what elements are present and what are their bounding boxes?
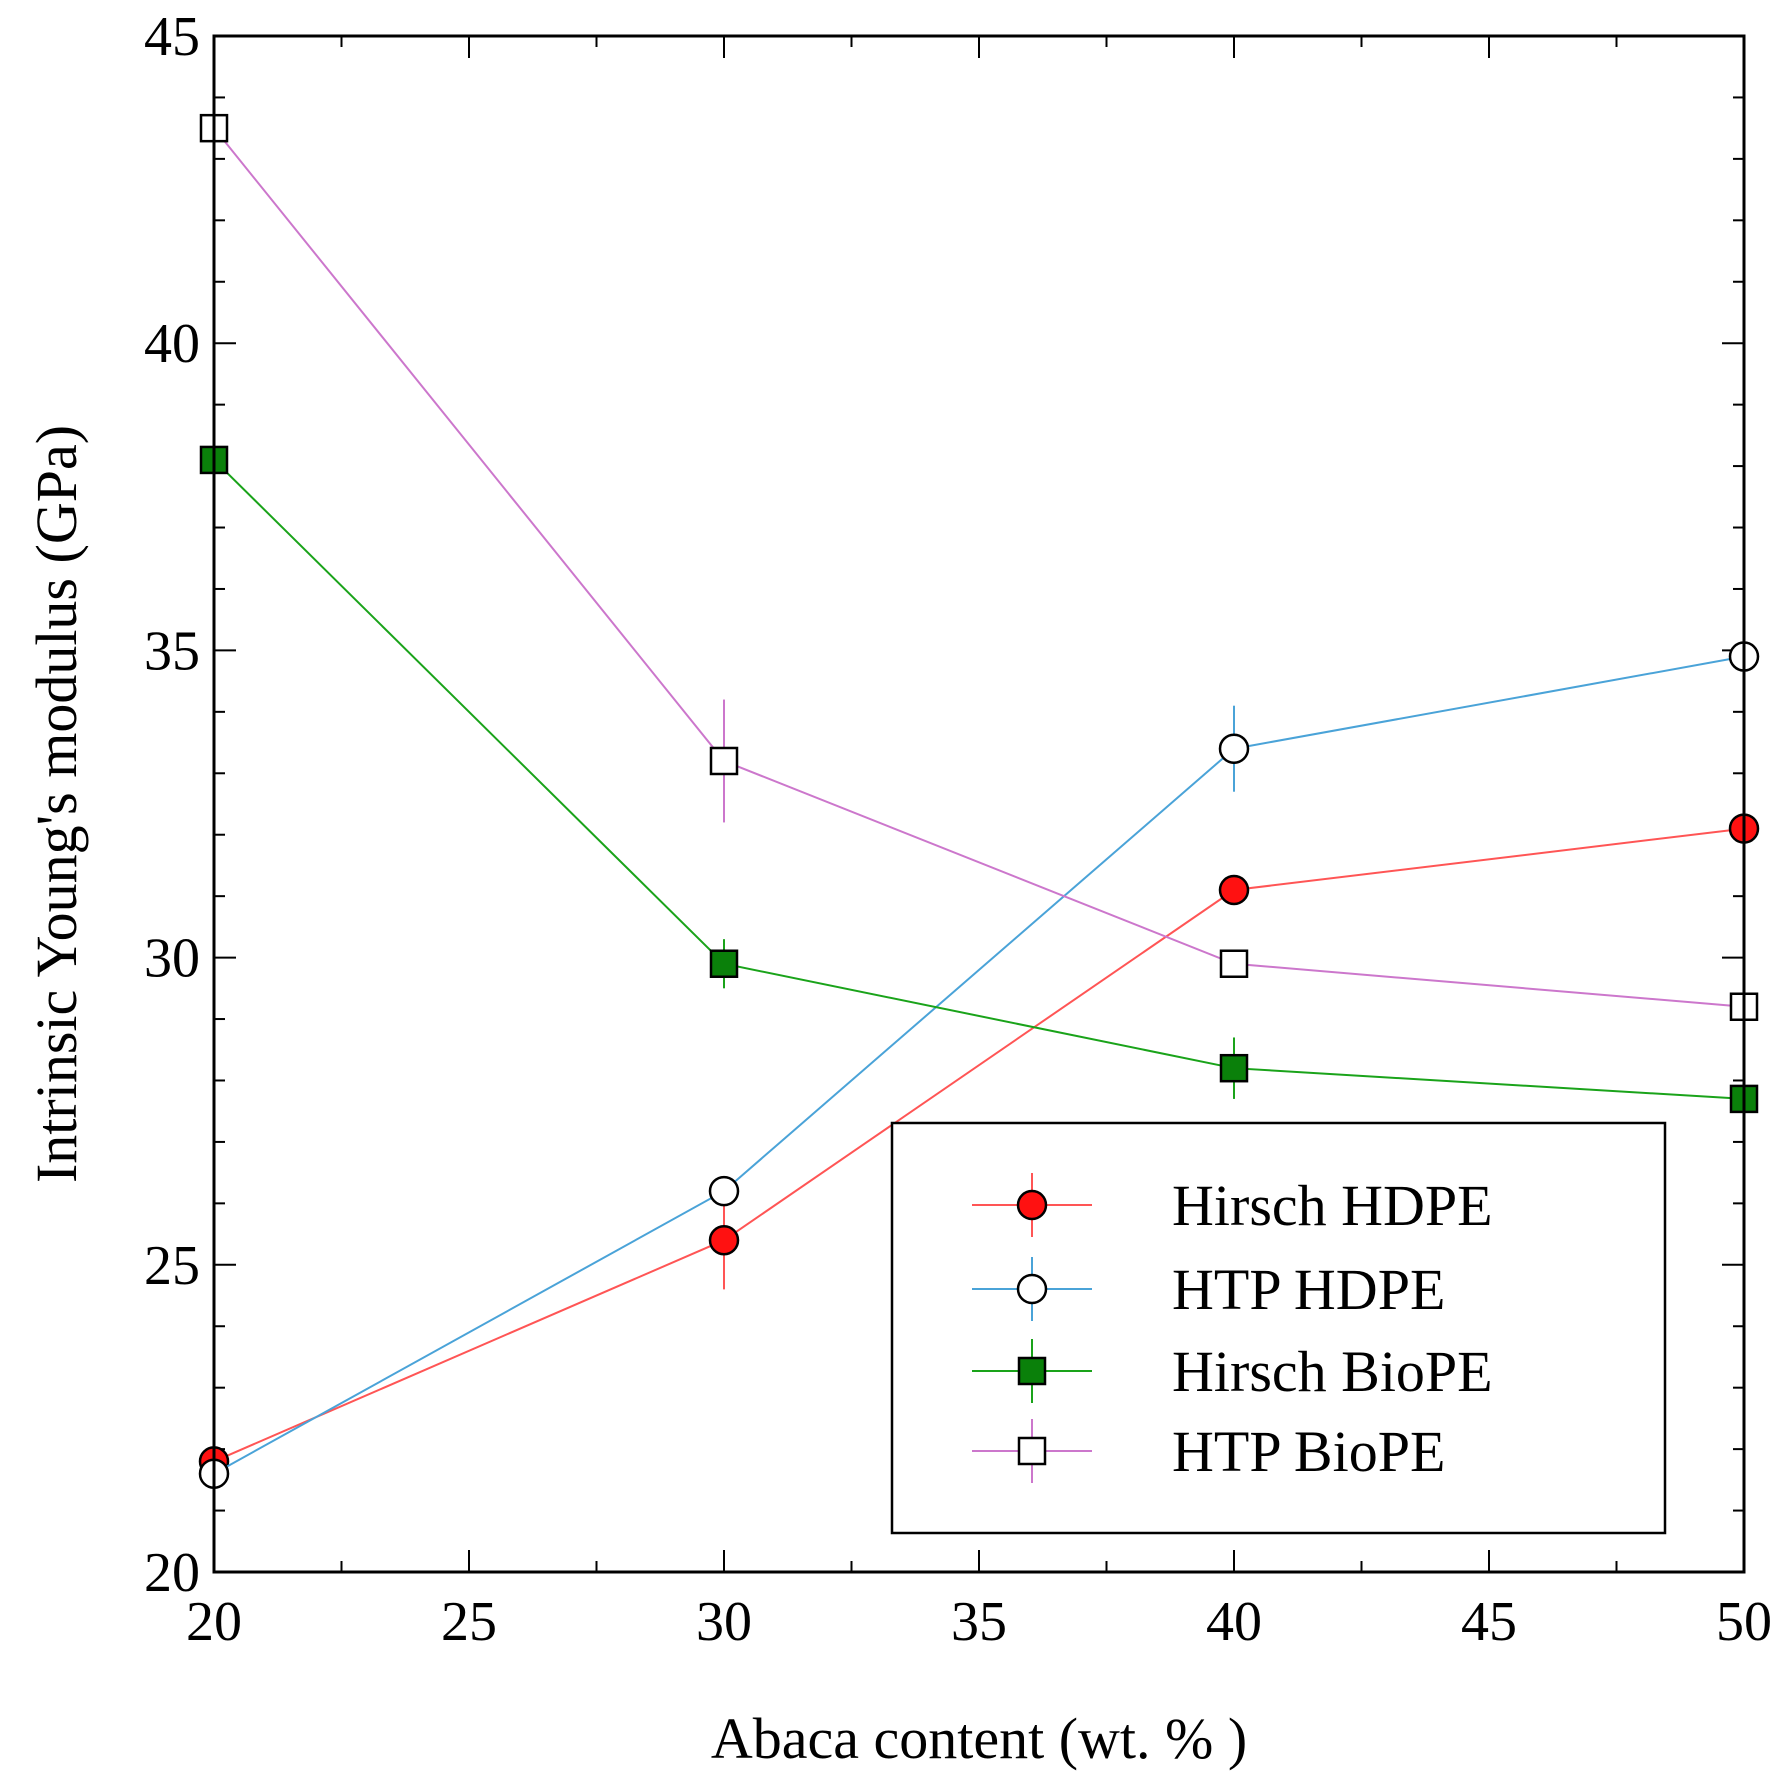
y-tick-label: 20 — [144, 1542, 200, 1604]
legend-item: HTP HDPE — [972, 1257, 1445, 1322]
legend-item: HTP BioPE — [972, 1419, 1445, 1484]
x-tick-label: 35 — [951, 1591, 1007, 1653]
series-line — [213, 459, 1745, 1100]
x-tick-label: 50 — [1716, 1591, 1772, 1653]
y-tick-label: 35 — [144, 620, 200, 682]
series-line — [213, 655, 1745, 1475]
legend-item: Hirsch HDPE — [972, 1173, 1493, 1238]
legend: Hirsch HDPE HTP HDPE Hirsch BioPE HTP BioPE — [890, 1121, 1667, 1535]
legend-item: Hirsch BioPE — [972, 1339, 1493, 1404]
x-tick-label: 20 — [186, 1591, 242, 1653]
y-tick-label: 40 — [144, 313, 200, 375]
series-line — [213, 827, 1745, 1463]
legend-label: Hirsch BioPE — [1172, 1339, 1493, 1404]
legend-marker — [1016, 1273, 1048, 1305]
data-point — [1219, 949, 1249, 978]
data-point — [708, 1224, 740, 1256]
x-tick-label: 45 — [1461, 1591, 1517, 1653]
x-tick-label: 30 — [696, 1591, 752, 1653]
data-point — [1218, 874, 1250, 906]
legend-label: HTP BioPE — [1172, 1419, 1445, 1484]
tick-labels: 20 25 30 35 40 45 50 20 25 30 35 40 45 — [144, 6, 1772, 1653]
data-point — [1218, 733, 1250, 764]
x-tick-label: 25 — [441, 1591, 497, 1653]
series-line — [213, 127, 1745, 1008]
series-hirsch-biope — [199, 445, 1759, 1114]
legend-label: Hirsch HDPE — [1172, 1173, 1493, 1238]
plot-frame — [212, 34, 1746, 1574]
legend-marker — [1016, 1189, 1048, 1221]
x-axis-title: Abaca content (wt. % ) — [711, 1706, 1247, 1771]
data-point — [708, 1175, 740, 1207]
data-point — [1219, 1053, 1249, 1083]
legend-marker — [1017, 1356, 1047, 1386]
legend-marker — [1017, 1436, 1047, 1466]
y-tick-label: 45 — [144, 6, 200, 68]
series-htp-biope — [199, 113, 1759, 1022]
y-tick-label: 30 — [144, 928, 200, 990]
legend-label: HTP HDPE — [1172, 1257, 1445, 1322]
y-tick-label: 25 — [144, 1235, 200, 1297]
y-axis-title: Intrinsic Young's modulus (GPa) — [24, 425, 89, 1183]
x-tick-label: 40 — [1206, 1591, 1262, 1653]
data-point — [709, 949, 739, 978]
data-point — [709, 746, 739, 776]
